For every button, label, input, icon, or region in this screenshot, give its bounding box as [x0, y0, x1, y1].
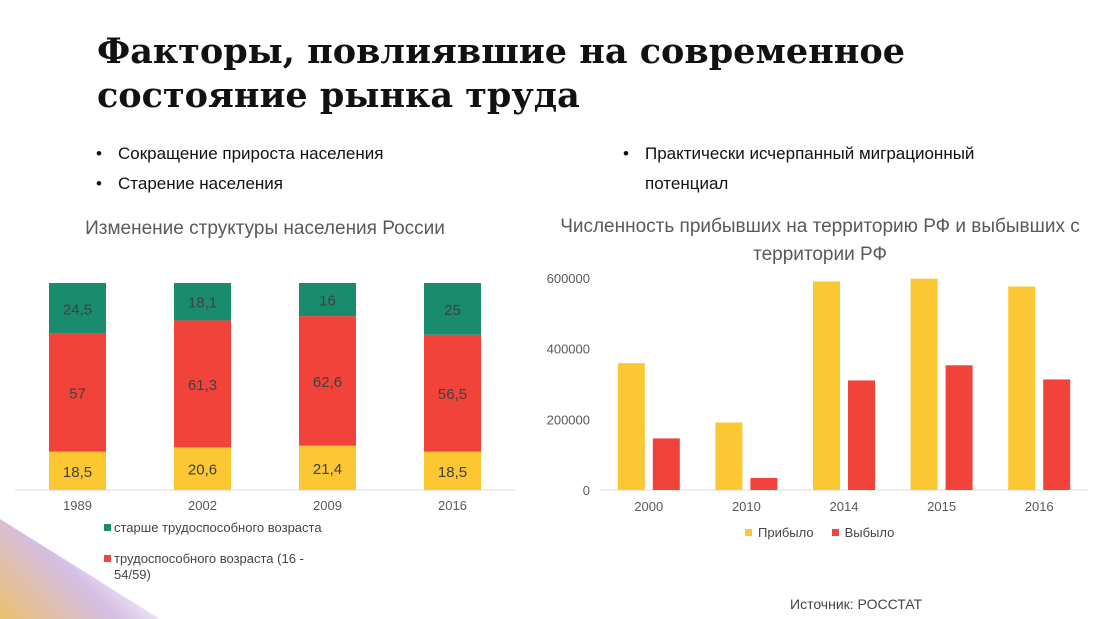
- legend-label: Выбыло: [844, 525, 895, 540]
- bar-segment: [424, 283, 481, 335]
- right-bullet-list: Практически исчерпанный миграционный пот…: [623, 139, 1053, 199]
- bar: [848, 380, 875, 490]
- x-tick-label: 2009: [313, 498, 342, 513]
- data-label: 57: [69, 386, 86, 403]
- legend-item-departed: Выбыло: [831, 525, 895, 540]
- x-tick-label: 2000: [634, 499, 663, 514]
- legend-item-arrived: Прибыло: [745, 525, 814, 540]
- y-tick-label: 400000: [547, 342, 590, 357]
- x-tick-label: 2002: [188, 498, 217, 513]
- bullet-item: Практически исчерпанный миграционный пот…: [623, 139, 1053, 199]
- data-label: 21,4: [313, 461, 342, 478]
- bar-segment: [174, 447, 231, 490]
- data-label: 61,3: [188, 377, 217, 394]
- bar-segment: [49, 283, 106, 334]
- y-tick-label: 600000: [547, 271, 590, 286]
- data-label: 18,5: [438, 464, 467, 481]
- bar-segment: [49, 333, 106, 452]
- bar-segment: [299, 445, 356, 490]
- data-label: 56,5: [438, 386, 467, 403]
- legend-swatch: [831, 529, 839, 536]
- x-tick-label: 2016: [1025, 499, 1054, 514]
- bar: [617, 363, 645, 490]
- bar-segment: [299, 316, 356, 446]
- bar: [1043, 379, 1071, 490]
- left-bullet-list: Сокращение прироста населения Старение н…: [96, 139, 516, 199]
- data-label: 24,5: [63, 301, 92, 318]
- bar: [813, 281, 840, 490]
- bar: [945, 365, 973, 490]
- x-tick-label: 2015: [927, 499, 956, 514]
- x-tick-label: 2016: [438, 498, 467, 513]
- legend-label: старше трудоспособного возраста: [114, 520, 322, 535]
- legend-item-green: старше трудоспособного возраста: [104, 520, 344, 536]
- bar-segment: [424, 334, 481, 452]
- left-legend: старше трудоспособного возраста трудоспо…: [104, 520, 344, 583]
- bar: [1008, 286, 1036, 490]
- legend-label: трудоспособного возраста (16 - 54/59): [114, 551, 304, 582]
- legend-swatch: [745, 529, 752, 536]
- data-label: 18,5: [63, 464, 92, 481]
- bar: [715, 422, 743, 490]
- bar: [750, 477, 778, 490]
- bullet-item: Старение населения: [96, 169, 516, 199]
- bar-segment: [299, 283, 356, 317]
- right-legend: Прибыло Выбыло: [745, 525, 894, 540]
- bar: [652, 438, 680, 490]
- slide-title: Факторы, повлиявшие на современное состо…: [97, 31, 905, 116]
- legend-swatch: [104, 555, 111, 562]
- legend-swatch: [104, 524, 111, 531]
- y-tick-label: 200000: [547, 412, 590, 427]
- x-tick-label: 1989: [63, 498, 92, 513]
- source-note: Источник: РОССТАТ: [790, 596, 923, 612]
- bar-segment: [174, 283, 231, 321]
- bar-segment: [174, 320, 231, 448]
- x-tick-label: 2010: [732, 499, 761, 514]
- data-label: 62,6: [313, 374, 342, 391]
- data-label: 18,1: [188, 295, 217, 312]
- data-label: 25: [444, 302, 461, 319]
- legend-label: Прибыло: [758, 525, 814, 540]
- left-chart-title: Изменение структуры населения России: [85, 218, 445, 239]
- data-label: 20,6: [188, 462, 217, 479]
- legend-item-red: трудоспособного возраста (16 - 54/59): [104, 551, 344, 583]
- x-tick-label: 2014: [830, 499, 859, 514]
- y-tick-label: 0: [583, 483, 590, 498]
- bar-segment: [424, 451, 481, 490]
- bar: [910, 278, 938, 490]
- data-label: 16: [319, 293, 336, 310]
- right-chart-title: Численность прибывших на территорию РФ и…: [560, 216, 1080, 265]
- bar-segment: [49, 451, 106, 490]
- bullet-item: Сокращение прироста населения: [96, 139, 516, 169]
